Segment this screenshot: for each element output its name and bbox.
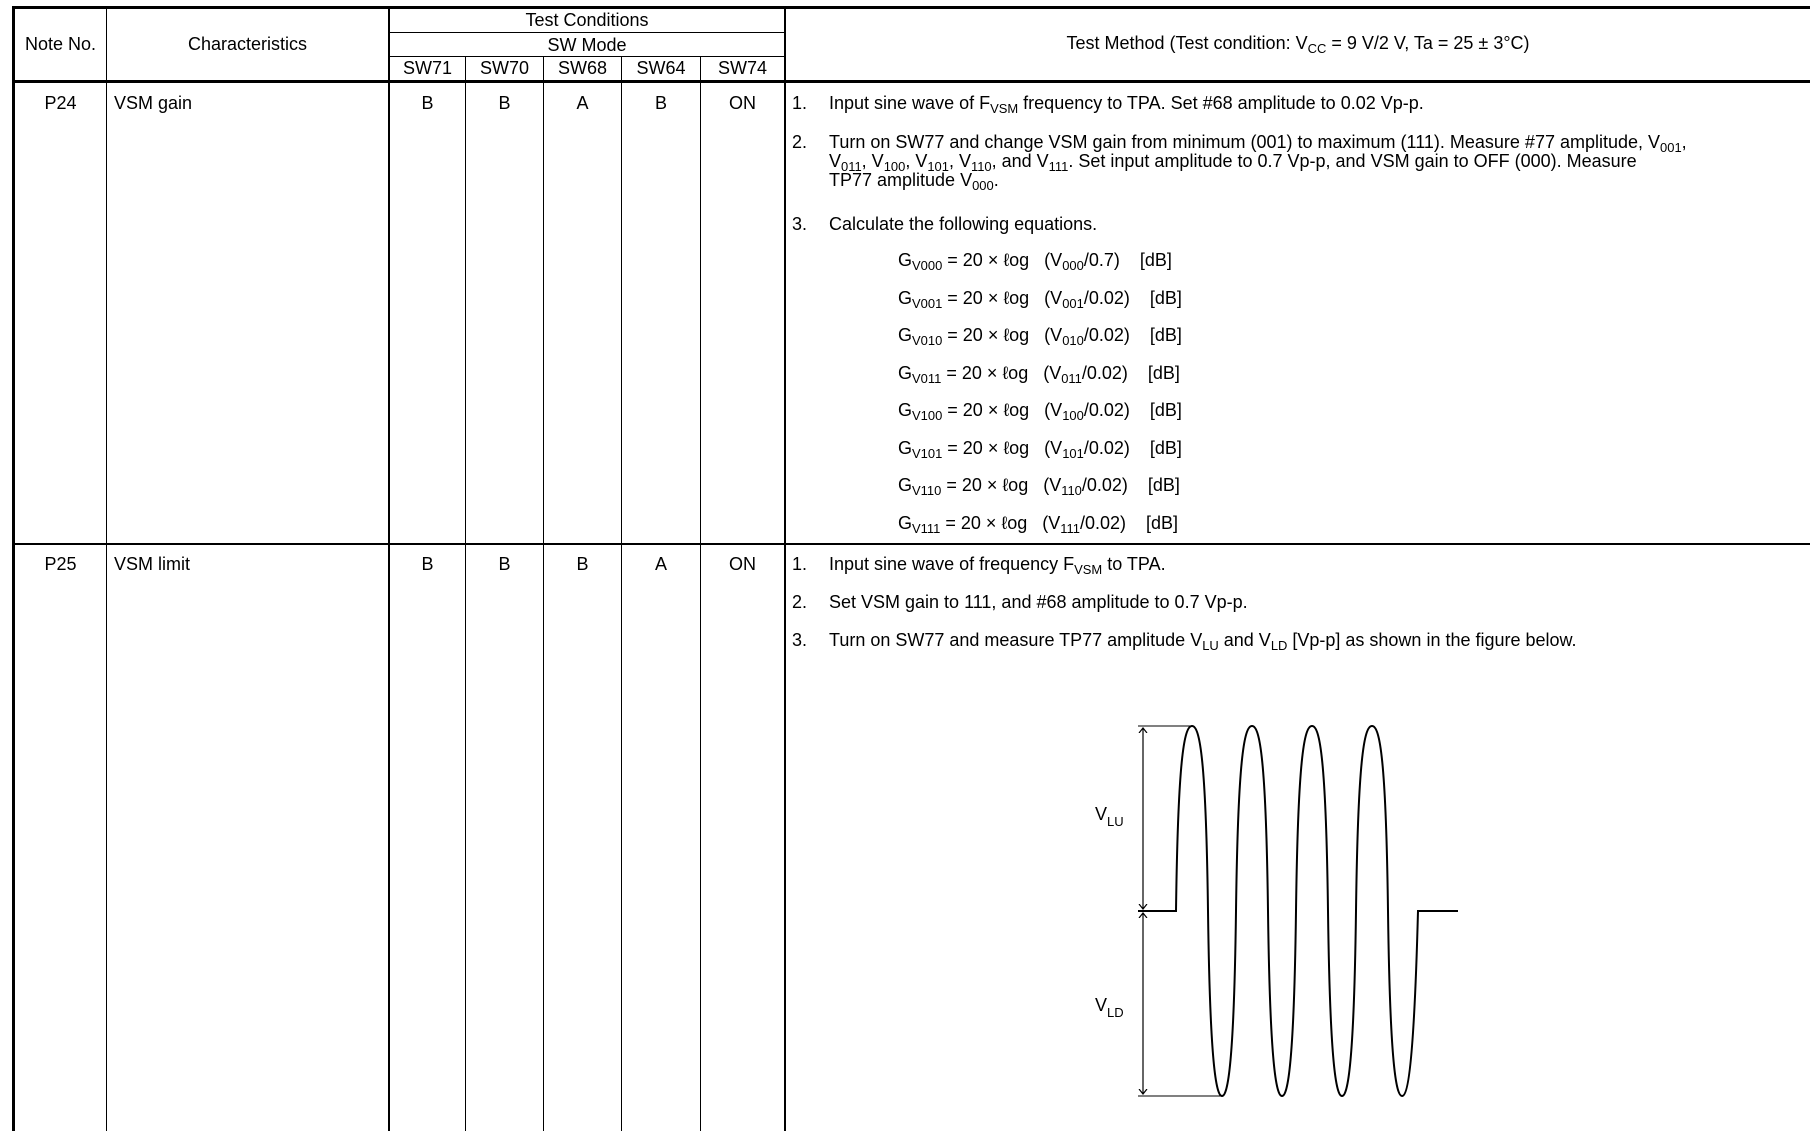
characteristic: VSM limit (114, 554, 190, 574)
sw64-value: B (654, 93, 667, 113)
step-number: 2. (792, 592, 808, 612)
step-number: 2. (792, 132, 808, 152)
step-text: Input sine wave of FVSM frequency to TPA… (829, 93, 1424, 116)
equation-line: GV001 = 20 × ℓog (V001/0.02) [dB] (898, 287, 1182, 311)
header-sw70: SW70 (479, 58, 530, 78)
sine-waveform (1138, 724, 1458, 1098)
header-test-conditions: Test Conditions (525, 10, 649, 30)
header-note-no: Note No. (24, 34, 97, 54)
vld-label: VLD (1095, 995, 1124, 1020)
equation-line: GV100 = 20 × ℓog (V100/0.02) [dB] (898, 400, 1182, 423)
equation-line: GV011 = 20 × ℓog (V011/0.02) [dB] (898, 362, 1180, 386)
equation-line: GV110 = 20 × ℓog (V110/0.02) [dB] (898, 475, 1180, 498)
sw74-value: ON (729, 554, 756, 574)
note-number: P25 (44, 554, 77, 574)
characteristic: VSM gain (114, 93, 193, 113)
equation-line: GV111 = 20 × ℓog (V111/0.02) [dB] (898, 512, 1179, 536)
sw68-value: B (576, 554, 589, 574)
step-number: 3. (792, 630, 808, 650)
header-test-method: Test Method (Test condition: VCC = 9 V/2… (1066, 33, 1530, 56)
step-text: Calculate the following equations. (829, 214, 1098, 234)
header-sw71: SW71 (402, 58, 453, 78)
equation-line: GV000 = 20 × ℓog (V000/0.7) [dB] (898, 250, 1172, 273)
equation-line: GV101 = 20 × ℓog (V101/0.02) [dB] (898, 437, 1182, 461)
equation-line: GV010 = 20 × ℓog (V010/0.02) [dB] (898, 325, 1182, 348)
step-number: 1. (792, 93, 808, 113)
sw70-value: B (498, 554, 511, 574)
step-text: Input sine wave of frequency FVSM to TPA… (829, 554, 1166, 577)
header-sw68: SW68 (557, 58, 608, 78)
sw68-value: A (576, 93, 589, 113)
sw70-value: B (498, 93, 511, 113)
header-sw64: SW64 (636, 58, 686, 78)
note-number: P24 (44, 93, 77, 113)
header-sw-mode: SW Mode (547, 35, 627, 55)
header-sw74: SW74 (717, 58, 768, 78)
step-number: 3. (792, 214, 808, 234)
step-text: Set VSM gain to 111, and #68 amplitude t… (829, 592, 1248, 612)
sw71-value: B (421, 93, 434, 113)
vlu-label: VLU (1095, 804, 1124, 829)
step-text: Turn on SW77 and change VSM gain from mi… (829, 132, 1687, 155)
header-characteristics: Characteristics (187, 34, 308, 54)
sw74-value: ON (729, 93, 756, 113)
step-text: TP77 amplitude V000. (829, 170, 999, 193)
sw71-value: B (421, 554, 434, 574)
step-number: 1. (792, 554, 808, 574)
step-text: V011, V100, V101, V110, and V111. Set in… (829, 151, 1637, 174)
sw64-value: A (654, 554, 667, 574)
step-text: Turn on SW77 and measure TP77 amplitude … (829, 630, 1577, 653)
